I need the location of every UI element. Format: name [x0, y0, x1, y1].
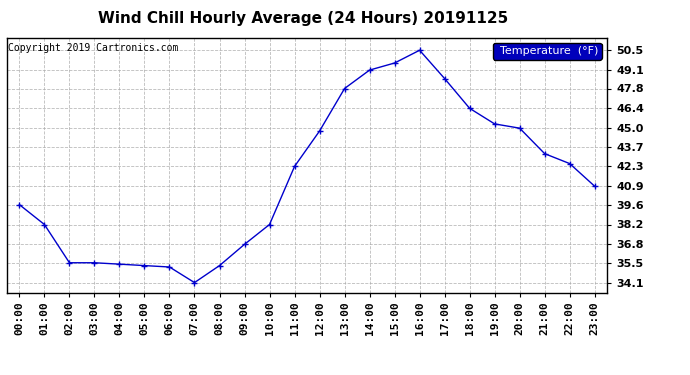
- Legend: Temperature  (°F): Temperature (°F): [493, 43, 602, 60]
- Text: Wind Chill Hourly Average (24 Hours) 20191125: Wind Chill Hourly Average (24 Hours) 201…: [99, 11, 509, 26]
- Text: Copyright 2019 Cartronics.com: Copyright 2019 Cartronics.com: [8, 43, 179, 52]
